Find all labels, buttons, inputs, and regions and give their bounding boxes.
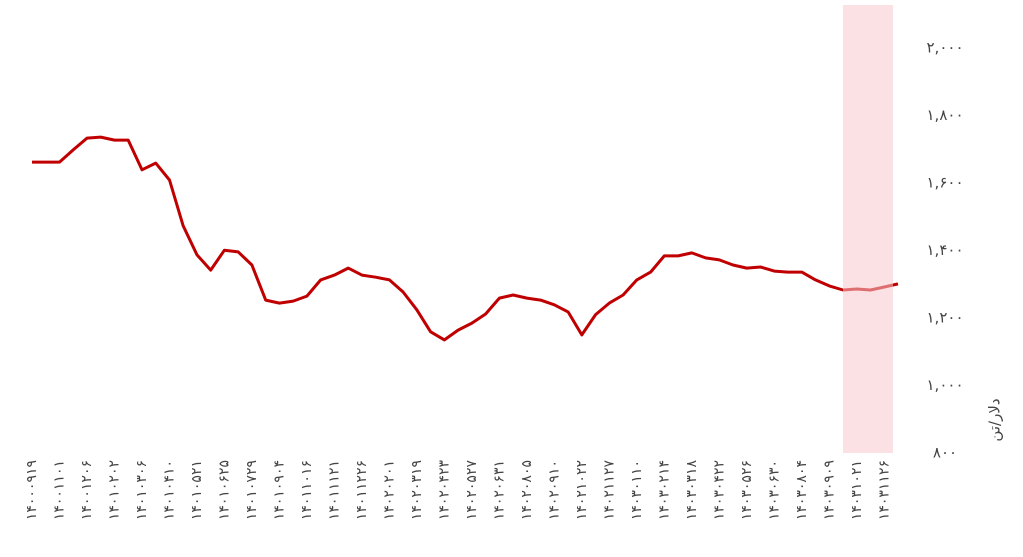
- y-tick-label: ۱,۴۰۰: [927, 241, 964, 259]
- x-tick-label: ۱۴۰۰۱۱۰۱: [51, 460, 67, 520]
- x-tick-label: ۱۴۰۳۰۶۳۰: [766, 460, 782, 520]
- x-tick-label: ۱۴۰۳۰۴۲۲: [711, 460, 727, 520]
- y-tick-label: ۲,۰۰۰: [927, 39, 964, 57]
- x-tick-label: ۱۴۰۳۰۱۱۰: [629, 460, 645, 520]
- y-axis-title: دلار/تن: [986, 398, 1004, 441]
- x-tick-label: ۱۴۰۱۰۳۰۶: [134, 460, 150, 520]
- x-tick-label: ۱۴۰۳۰۳۱۸: [684, 460, 700, 521]
- x-tick-label: ۱۴۰۱۰۵۲۱: [189, 460, 205, 520]
- x-tick-label: ۱۴۰۲۰۸۰۵: [519, 460, 535, 520]
- x-tick-label: ۱۴۰۳۱۱۲۶: [876, 460, 892, 520]
- x-tick-label: ۱۴۰۱۱۰۱۶: [299, 460, 315, 520]
- forecast-band: [843, 5, 893, 453]
- x-tick-label: ۱۴۰۲۰۶۳۱: [491, 460, 507, 520]
- x-tick-label: ۱۴۰۱۱۱۲۱: [326, 460, 342, 520]
- x-tick-label: ۱۴۰۱۰۷۲۹: [244, 460, 260, 520]
- x-tick-label: ۱۴۰۲۱۰۲۲: [574, 460, 590, 520]
- x-tick-label: ۱۴۰۰۱۲۰۶: [79, 460, 95, 520]
- y-tick-label: ۱,۲۰۰: [927, 309, 964, 327]
- x-tick-label: ۱۴۰۲۰۳۱۹: [409, 460, 425, 520]
- y-tick-label: ۱,۸۰۰: [927, 106, 964, 124]
- x-tick-label: ۱۴۰۱۰۴۱۰: [161, 460, 177, 520]
- y-tick-label: ۸۰۰: [933, 444, 957, 462]
- x-tick-label: ۱۴۰۲۰۵۲۷: [464, 460, 480, 521]
- x-tick-label: ۱۴۰۱۰۶۲۵: [216, 460, 232, 520]
- x-tick-label: ۱۴۰۳۱۰۲۱: [849, 460, 865, 520]
- x-tick-label: ۱۴۰۱۱۲۲۶: [354, 460, 370, 520]
- y-tick-label: ۱,۶۰۰: [927, 174, 964, 192]
- line-series: [32, 135, 899, 342]
- x-tick-label: ۱۴۰۲۰۹۱۰: [546, 460, 562, 520]
- x-tick-label: ۱۴۰۱۰۲۰۲: [106, 460, 122, 520]
- x-tick-label: ۱۴۰۲۰۲۰۱: [381, 460, 397, 520]
- x-tick-label: ۱۴۰۰۰۹۱۹: [24, 460, 40, 520]
- x-tick-label: ۱۴۰۳۰۲۱۴: [656, 460, 672, 520]
- x-tick-label: ۱۴۰۳۰۸۰۴: [794, 460, 810, 520]
- y-tick-label: ۱,۰۰۰: [927, 376, 964, 394]
- x-tick-label: ۱۴۰۲۱۱۲۷: [601, 460, 617, 521]
- x-tick-label: ۱۴۰۱۰۹۰۴: [271, 460, 287, 520]
- x-tick-label: ۱۴۰۳۰۵۲۶: [739, 460, 755, 520]
- x-tick-label: ۱۴۰۲۰۴۲۳: [436, 460, 452, 521]
- x-tick-label: ۱۴۰۳۰۹۰۹: [821, 460, 837, 520]
